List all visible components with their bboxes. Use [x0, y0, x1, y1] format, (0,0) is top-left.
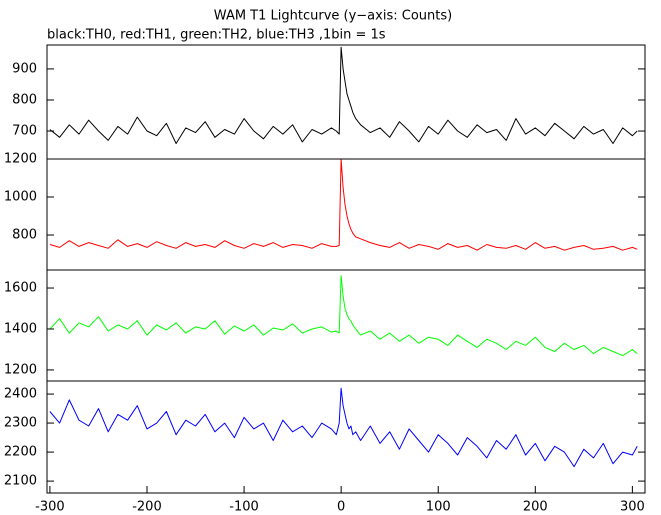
light-curve [49, 159, 638, 251]
y-tick-label: 1400 [4, 321, 37, 336]
y-tick-label: 2400 [4, 387, 37, 402]
x-tick-label: 300 [620, 500, 645, 515]
y-tick-label: 2100 [4, 474, 37, 489]
x-tick-label: -100 [229, 500, 259, 515]
y-tick-label: 2300 [4, 416, 37, 431]
panel-frame [46, 44, 646, 160]
y-tick-label: 2200 [4, 445, 37, 460]
y-tick-label: 1600 [4, 281, 37, 296]
x-tick-label: -300 [35, 500, 65, 515]
chart-subtitle: black:TH0, red:TH1, green:TH2, blue:TH3 … [47, 28, 386, 43]
panel-frame [46, 380, 646, 494]
light-curve [49, 275, 638, 357]
light-curve [49, 387, 638, 468]
x-tick-label: 200 [523, 500, 548, 515]
y-tick-label: 800 [12, 92, 37, 107]
chart-title: WAM T1 Lightcurve (y−axis: Counts) [214, 9, 452, 24]
y-tick-label: 900 [12, 61, 37, 76]
x-tick-label: 100 [426, 500, 451, 515]
y-tick-label: 1200 [4, 362, 37, 377]
y-tick-label: 800 [12, 228, 37, 243]
y-tick-label: 700 [12, 124, 37, 139]
panel-frame [46, 269, 646, 382]
y-tick-label: 1200 [4, 152, 37, 167]
y-tick-label: 1000 [4, 190, 37, 205]
x-tick-label: 0 [337, 500, 345, 515]
x-tick-label: -200 [132, 500, 162, 515]
panel-frame [46, 158, 646, 271]
light-curve [49, 46, 638, 144]
